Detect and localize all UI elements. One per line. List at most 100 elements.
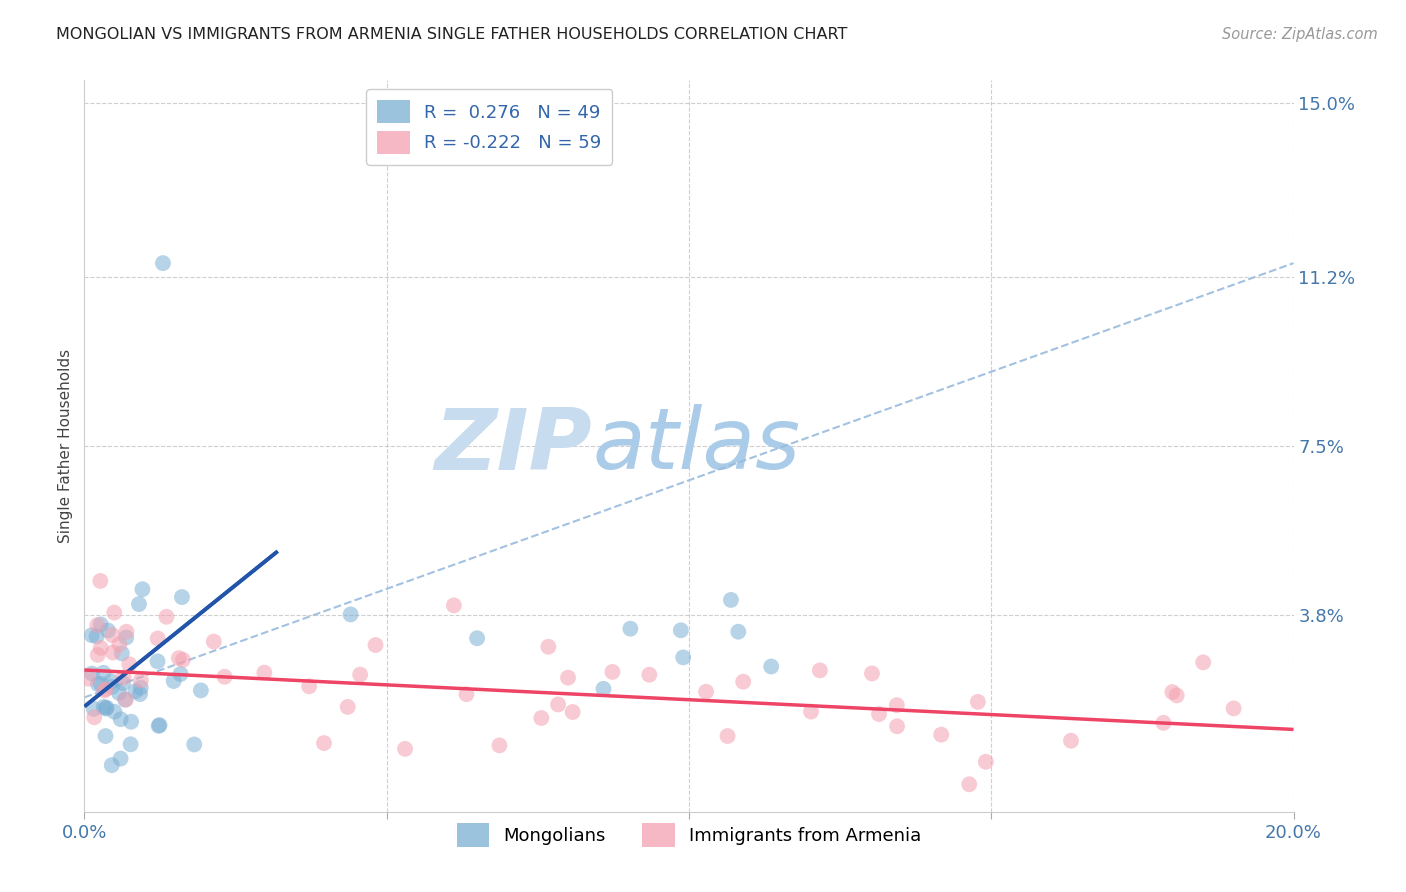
Point: [129, 687, 152, 701]
Point: [114, 692, 136, 706]
Point: [169, 667, 191, 681]
Point: [619, 622, 641, 636]
Point: [638, 667, 661, 681]
Point: [394, 742, 416, 756]
Point: [87, 677, 110, 691]
Point: [94, 681, 117, 696]
Point: [120, 737, 142, 751]
Point: [120, 714, 142, 729]
Point: [349, 667, 371, 681]
Text: ZIP: ZIP: [434, 404, 592, 488]
Point: [111, 676, 134, 690]
Point: [103, 705, 125, 719]
Point: [967, 695, 990, 709]
Point: [87, 648, 110, 662]
Point: [90, 640, 112, 655]
Point: [155, 609, 177, 624]
Point: [96, 700, 118, 714]
Point: [1152, 715, 1174, 730]
Point: [90, 617, 112, 632]
Point: [115, 624, 138, 639]
Point: [172, 653, 194, 667]
Point: [868, 707, 890, 722]
Point: [727, 624, 749, 639]
Point: [94, 701, 117, 715]
Point: [115, 631, 138, 645]
Point: [1161, 685, 1184, 699]
Point: [93, 683, 115, 698]
Point: [886, 719, 908, 733]
Point: [97, 624, 120, 638]
Point: [929, 728, 952, 742]
Point: [93, 700, 115, 714]
Point: [108, 686, 131, 700]
Point: [152, 256, 174, 270]
Point: [716, 729, 738, 743]
Y-axis label: Single Father Households: Single Father Households: [58, 349, 73, 543]
Point: [101, 646, 124, 660]
Point: [720, 593, 742, 607]
Text: Source: ZipAtlas.com: Source: ZipAtlas.com: [1222, 27, 1378, 42]
Point: [118, 657, 141, 672]
Point: [146, 654, 169, 668]
Point: [974, 755, 997, 769]
Point: [336, 700, 359, 714]
Point: [129, 681, 152, 695]
Point: [339, 607, 361, 622]
Legend: Mongolians, Immigrants from Armenia: Mongolians, Immigrants from Armenia: [450, 816, 928, 854]
Point: [860, 666, 883, 681]
Point: [183, 738, 205, 752]
Point: [124, 684, 146, 698]
Point: [128, 597, 150, 611]
Point: [101, 680, 124, 694]
Point: [488, 739, 510, 753]
Point: [886, 698, 908, 713]
Text: atlas: atlas: [592, 404, 800, 488]
Point: [100, 674, 122, 689]
Point: [100, 758, 122, 772]
Point: [89, 574, 111, 588]
Point: [148, 719, 170, 733]
Point: [83, 702, 105, 716]
Point: [957, 777, 980, 791]
Point: [83, 710, 105, 724]
Point: [190, 683, 212, 698]
Point: [456, 687, 478, 701]
Point: [465, 631, 488, 645]
Point: [695, 684, 717, 698]
Point: [1192, 656, 1215, 670]
Point: [602, 665, 624, 679]
Point: [146, 632, 169, 646]
Point: [808, 664, 831, 678]
Point: [557, 671, 579, 685]
Point: [131, 582, 153, 597]
Point: [80, 628, 103, 642]
Point: [672, 650, 695, 665]
Point: [214, 670, 236, 684]
Point: [94, 729, 117, 743]
Point: [364, 638, 387, 652]
Point: [93, 665, 115, 680]
Point: [110, 712, 132, 726]
Point: [77, 672, 100, 686]
Point: [111, 646, 134, 660]
Point: [148, 718, 170, 732]
Point: [103, 606, 125, 620]
Point: [253, 665, 276, 680]
Point: [1060, 733, 1083, 747]
Point: [110, 751, 132, 765]
Point: [112, 670, 135, 684]
Point: [298, 679, 321, 693]
Point: [1166, 689, 1188, 703]
Point: [312, 736, 335, 750]
Point: [90, 677, 112, 691]
Point: [129, 673, 152, 688]
Point: [86, 629, 108, 643]
Point: [202, 634, 225, 648]
Point: [669, 624, 692, 638]
Point: [561, 705, 583, 719]
Point: [443, 599, 465, 613]
Point: [115, 692, 138, 706]
Text: MONGOLIAN VS IMMIGRANTS FROM ARMENIA SINGLE FATHER HOUSEHOLDS CORRELATION CHART: MONGOLIAN VS IMMIGRANTS FROM ARMENIA SIN…: [56, 27, 848, 42]
Point: [530, 711, 553, 725]
